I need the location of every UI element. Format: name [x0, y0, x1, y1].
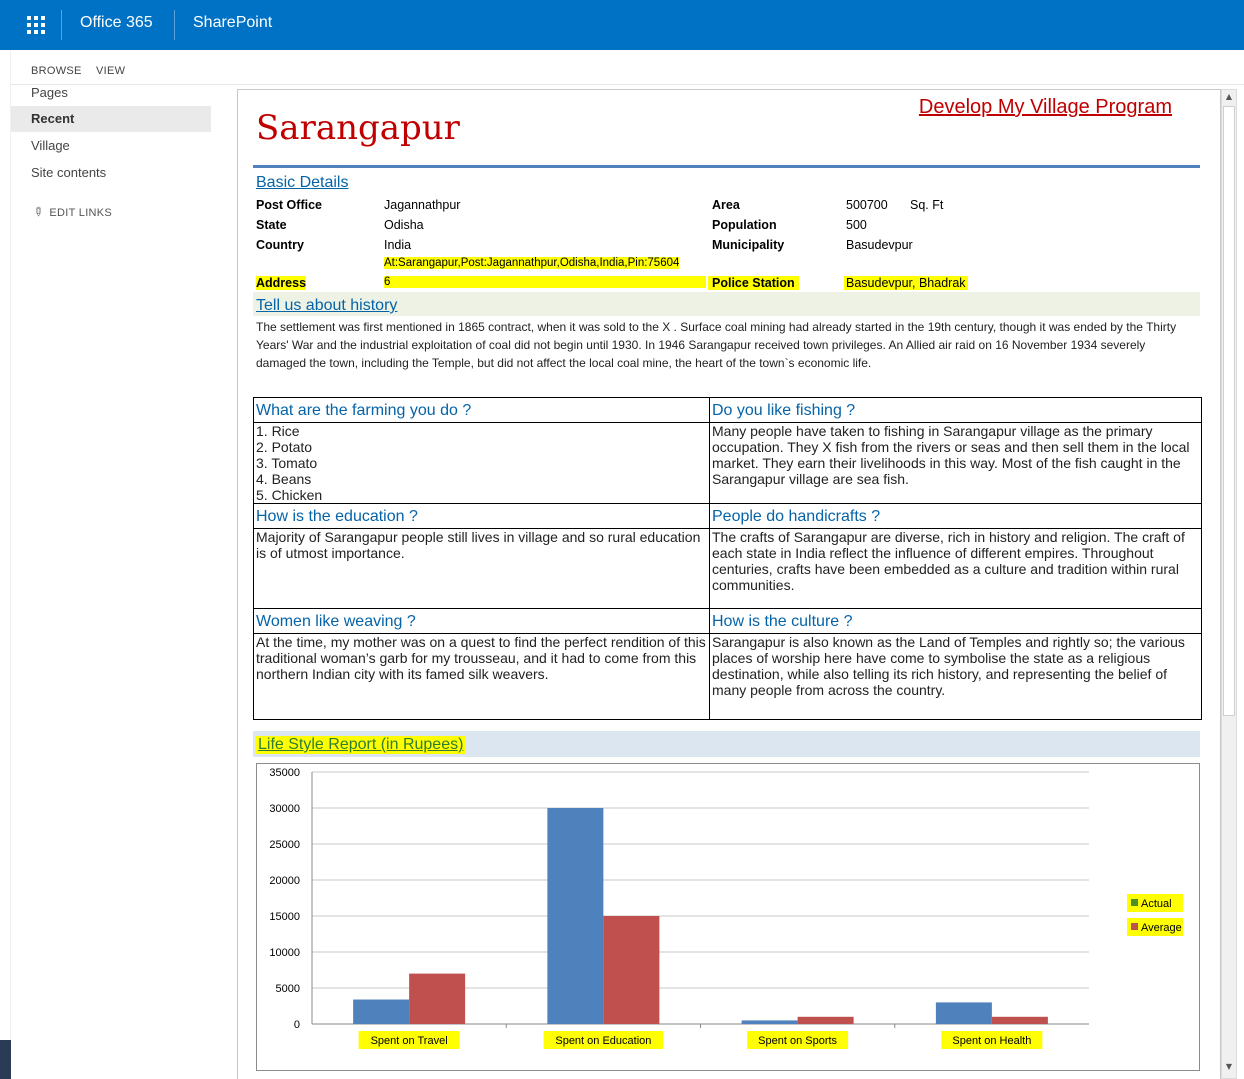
title-divider [253, 165, 1200, 168]
list-item: 3. Tomato [256, 455, 318, 471]
handicrafts-answer: The crafts of Sarangapur are diverse, ri… [712, 529, 1185, 593]
nav-item-site-contents[interactable]: Site contents [31, 165, 107, 180]
left-edge-panel [0, 50, 11, 1079]
bar-average [603, 916, 660, 1024]
fishing-question[interactable]: Do you like fishing ? [712, 402, 856, 419]
bar-actual [353, 999, 410, 1024]
edit-links-button[interactable]: ✎ EDIT LINKS [29, 203, 113, 221]
y-tick-label: 20000 [269, 875, 300, 887]
population-label: Population [712, 218, 777, 232]
farming-list: 1. Rice 2. Potato 3. Tomato 4. Beans 5. … [256, 423, 707, 503]
ribbon-divider [11, 84, 1244, 85]
post-office-label: Post Office [256, 198, 322, 212]
bar-actual [741, 1020, 798, 1024]
list-item: 2. Potato [256, 439, 313, 455]
scroll-down-icon[interactable]: ▼ [1225, 1062, 1233, 1071]
country-value: India [384, 238, 412, 252]
basic-details-heading[interactable]: Basic Details [256, 174, 349, 191]
municipality-label: Municipality [712, 238, 785, 252]
legend-marker-average [1131, 923, 1138, 930]
category-label-highlight [358, 1031, 460, 1049]
farming-question[interactable]: What are the farming you do ? [256, 402, 472, 419]
y-tick-label: 25000 [269, 839, 300, 851]
y-tick-label: 5000 [276, 983, 300, 995]
history-heading[interactable]: Tell us about history [256, 297, 398, 314]
nav-item-village[interactable]: Village [31, 138, 70, 153]
y-tick-label: 15000 [269, 911, 300, 923]
category-label: Spent on Travel [371, 1035, 448, 1047]
bar-actual [935, 1002, 992, 1024]
police-station-value: Basudevpur, Bhadrak [844, 276, 968, 290]
village-qa-table: What are the farming you do ? Do you lik… [253, 397, 1202, 720]
history-heading-bar [253, 292, 1200, 316]
category-label-highlight [747, 1031, 849, 1049]
state-value: Odisha [384, 218, 424, 232]
nav-item-recent[interactable]: Recent [11, 106, 211, 132]
app-launcher-icon[interactable] [11, 0, 61, 50]
y-tick-label: 10000 [269, 947, 300, 959]
lifestyle-report-heading[interactable]: Life Style Report (in Rupees) [256, 736, 466, 754]
content-scrollbar[interactable]: ▲ ▼ [1221, 89, 1237, 1079]
address-value-line1: At:Sarangapur,Post:Jagannathpur,Odisha,I… [384, 257, 680, 269]
tab-browse[interactable]: BROWSE [31, 65, 82, 77]
category-label: Spent on Health [952, 1035, 1031, 1047]
list-item: 5. Chicken [256, 487, 323, 503]
scroll-thumb[interactable] [1223, 106, 1235, 716]
education-answer: Majority of Sarangapur people still live… [256, 529, 701, 561]
area-value: 500700 [846, 198, 888, 212]
lifestyle-chart: 0 5000 10000 15000 20000 25000 30000 35000 Spent… [256, 763, 1200, 1071]
sharepoint-product-link[interactable]: SharePoint [193, 14, 273, 31]
handicrafts-question[interactable]: People do handicrafts ? [712, 508, 881, 525]
country-label: Country [256, 238, 304, 252]
bar-average [797, 1016, 854, 1024]
lifestyle-bar-chart: 0 5000 10000 15000 20000 25000 30000 35000 Spent… [269, 767, 1183, 1049]
page-title: Sarangapur [256, 108, 460, 148]
y-tick-label: 35000 [269, 767, 300, 779]
population-value: 500 [846, 218, 867, 232]
legend-highlight [1127, 918, 1183, 936]
develop-village-program-link[interactable]: Develop My Village Program [918, 96, 1172, 118]
suite-divider [174, 10, 175, 40]
nav-item-pages[interactable]: Pages [31, 85, 68, 100]
office365-brand-link[interactable]: Office 365 [80, 14, 153, 31]
legend-highlight [1127, 894, 1183, 912]
legend-marker-actual [1131, 899, 1138, 906]
tab-view[interactable]: VIEW [96, 65, 126, 77]
bar-actual [547, 808, 604, 1024]
legend-label: Actual [1141, 898, 1172, 910]
y-tick-label: 0 [294, 1019, 300, 1031]
page-content: Sarangapur Develop My Village Program Ba… [237, 89, 1221, 1079]
list-item: 4. Beans [256, 471, 312, 487]
left-edge-thumbnail [0, 1040, 11, 1079]
history-text: The settlement was first mentioned in 18… [256, 320, 1177, 370]
category-label-highlight [543, 1031, 664, 1049]
municipality-value: Basudevpur [846, 238, 913, 252]
scroll-up-icon[interactable]: ▲ [1225, 92, 1233, 101]
address-value-line2: 6 [384, 276, 706, 288]
bar-average [409, 973, 466, 1024]
area-unit: Sq. Ft [910, 198, 944, 212]
category-label: Spent on Sports [758, 1035, 837, 1047]
bar-average [991, 1016, 1048, 1024]
police-station-label: Police Station [708, 276, 799, 290]
weaving-answer: At the time, my mother was on a quest to… [256, 634, 706, 682]
edit-links-label: EDIT LINKS [49, 207, 113, 219]
education-question[interactable]: How is the education ? [256, 508, 418, 525]
category-label-highlight [941, 1031, 1043, 1049]
list-item: 1. Rice [256, 423, 300, 439]
weaving-question[interactable]: Women like weaving ? [256, 613, 416, 630]
legend-label: Average [1141, 922, 1182, 934]
suite-bar: Office 365 SharePoint [0, 0, 1244, 50]
post-office-value: Jagannathpur [384, 198, 461, 212]
category-label: Spent on Education [555, 1035, 651, 1047]
culture-answer: Sarangapur is also known as the Land of … [712, 634, 1185, 698]
y-tick-label: 30000 [269, 803, 300, 815]
area-label: Area [712, 198, 740, 212]
suite-divider [61, 10, 62, 40]
fishing-answer: Many people have taken to fishing in Sar… [712, 423, 1190, 487]
culture-question[interactable]: How is the culture ? [712, 613, 853, 630]
pencil-icon: ✎ [29, 203, 47, 221]
address-label: Address [256, 276, 307, 290]
state-label: State [256, 218, 287, 232]
